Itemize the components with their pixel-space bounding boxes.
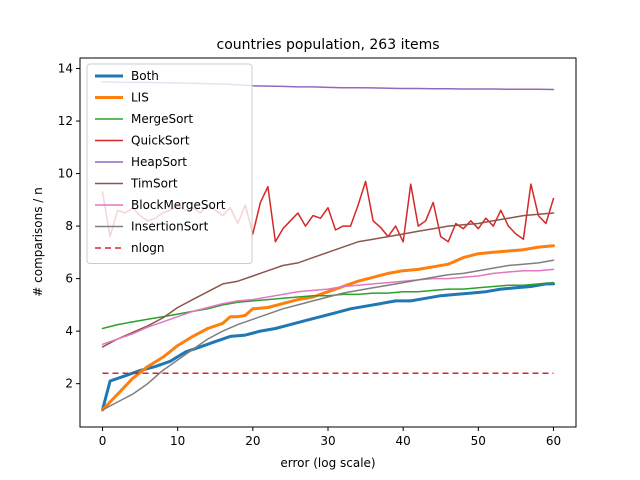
legend-label-insertionsort: InsertionSort — [131, 220, 209, 234]
chart-title: countries population, 263 items — [217, 37, 440, 53]
legend-label-blockmergesort: BlockMergeSort — [131, 198, 226, 212]
y-tick-label: 4 — [65, 324, 73, 338]
y-axis: 2 4 6 8 10 12 14 — [58, 62, 80, 391]
legend-label-both: Both — [131, 69, 159, 83]
y-tick-label: 12 — [58, 114, 73, 128]
x-tick-label: 10 — [170, 434, 185, 448]
x-tick-label: 30 — [320, 434, 335, 448]
x-tick-label: 0 — [99, 434, 107, 448]
series-line-timsort — [101, 212, 555, 348]
x-tick-label: 40 — [396, 434, 411, 448]
legend-label-lis: LIS — [131, 91, 149, 105]
series-line-mergesort — [101, 281, 555, 330]
series-line-blockmergesort — [101, 268, 555, 346]
x-axis: 0 10 20 30 40 50 60 — [99, 427, 561, 448]
y-tick-label: 8 — [65, 219, 73, 233]
legend-label-quicksort: QuickSort — [131, 134, 190, 148]
y-tick-label: 2 — [65, 377, 73, 391]
legend-label-timsort: TimSort — [130, 177, 178, 191]
y-tick-label: 6 — [65, 272, 73, 286]
legend-label-heapsort: HeapSort — [131, 155, 187, 169]
x-tick-label: 20 — [245, 434, 260, 448]
series-line-lis — [101, 244, 555, 412]
series-layer — [101, 80, 555, 412]
legend-label-nlogn: nlogn — [131, 241, 165, 255]
legend-label-mergesort: MergeSort — [131, 112, 193, 126]
x-tick-label: 50 — [471, 434, 486, 448]
x-tick-label: 60 — [546, 434, 561, 448]
y-axis-label: # comparisons / n — [31, 187, 45, 296]
legend: Both LIS MergeSort QuickSort HeapSort TimSort… — [86, 63, 253, 264]
series-line-insertionsort — [101, 259, 555, 411]
series-line-both — [101, 282, 555, 412]
x-axis-label: error (log scale) — [280, 456, 375, 470]
y-tick-label: 14 — [58, 62, 73, 76]
legend-box — [86, 63, 253, 264]
y-tick-label: 10 — [58, 167, 73, 181]
